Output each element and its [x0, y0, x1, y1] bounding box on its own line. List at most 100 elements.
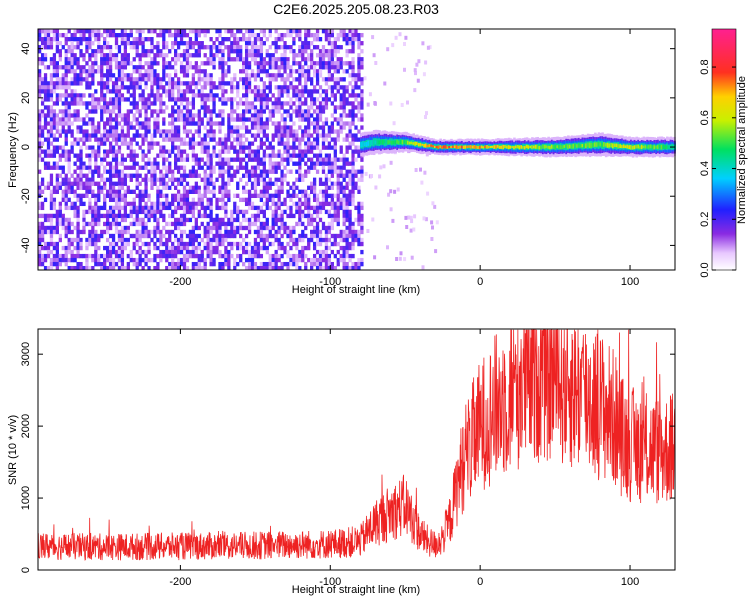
spectrogram-noise-cell: [153, 73, 157, 78]
spectrogram-speckle: [393, 189, 397, 194]
spectrogram-noise-cell: [126, 117, 130, 122]
spectrogram-noise-cell: [324, 49, 329, 54]
spectrogram-noise-cell: [321, 181, 326, 186]
spectrogram-noise-cell: [174, 221, 178, 227]
spectrogram-noise-cell: [327, 77, 332, 82]
spectrogram-noise-cell: [120, 225, 125, 231]
spectrogram-noise-cell: [348, 73, 352, 78]
spectrogram-noise-cell: [141, 133, 145, 138]
spectrogram-noise-cell: [318, 253, 323, 259]
spectrogram-noise-cell: [333, 241, 337, 247]
spectrogram-noise-cell: [114, 53, 119, 58]
spectrogram-signal-cell: [378, 140, 381, 145]
spectrogram-noise-cell: [38, 149, 42, 154]
spectrogram-noise-cell: [221, 121, 225, 126]
spectrogram-noise-cell: [197, 53, 201, 58]
spectrogram-speckle: [417, 59, 421, 64]
spectrogram-noise-cell: [233, 145, 237, 150]
spectrogram-noise-cell: [209, 181, 213, 186]
spectrogram-noise-cell: [348, 81, 352, 86]
spectrogram-noise-cell: [138, 81, 142, 86]
spectrogram-noise-cell: [156, 109, 160, 114]
spectrogram-noise-cell: [345, 145, 349, 150]
spectrogram-noise-cell: [351, 181, 355, 186]
spectrogram-noise-cell: [120, 137, 125, 142]
spectrogram-noise-cell: [94, 213, 98, 219]
spectrogram-noise-cell: [333, 61, 337, 66]
spectrogram-noise-cell: [156, 81, 160, 86]
spectrogram-signal-cell: [372, 140, 376, 145]
spectrogram-noise-cell: [304, 133, 308, 138]
spectrogram-noise-cell: [97, 181, 101, 186]
spectrogram-speckle: [416, 78, 420, 83]
spectrogram-noise-cell: [244, 217, 249, 223]
spectrogram-noise-cell: [40, 149, 45, 154]
spectrogram-noise-cell: [55, 189, 59, 194]
spectrogram-noise-cell: [244, 209, 249, 215]
spectrogram-noise-cell: [286, 261, 290, 267]
spectrogram-noise-cell: [259, 125, 264, 130]
spectrogram-noise-cell: [135, 109, 139, 114]
spectrogram-noise-cell: [206, 77, 210, 82]
spectrogram-noise-cell: [150, 165, 154, 170]
spectrogram-noise-cell: [333, 105, 337, 110]
spectrogram-noise-cell: [120, 193, 125, 198]
spectrogram-noise-cell: [165, 245, 169, 251]
spectrogram-noise-cell: [88, 145, 92, 150]
spectrogram-noise-cell: [274, 29, 278, 34]
spectrogram-noise-cell: [43, 29, 48, 34]
spectrogram-noise-cell: [265, 193, 269, 198]
spectrogram-noise-cell: [315, 89, 320, 94]
spectrogram-noise-cell: [153, 81, 157, 86]
spectrogram-noise-cell: [212, 137, 216, 142]
spectrogram-noise-cell: [244, 101, 249, 106]
spectrogram-noise-cell: [292, 257, 296, 263]
spectrogram-noise-cell: [203, 125, 207, 130]
spectrogram-noise-cell: [106, 149, 110, 154]
spectrogram-noise-cell: [111, 53, 116, 58]
spectrogram-noise-cell: [147, 129, 151, 134]
spectrogram-noise-cell: [120, 61, 125, 66]
spectrogram-noise-cell: [277, 109, 281, 114]
spectrogram-noise-cell: [126, 141, 130, 146]
spectrogram-noise-cell: [242, 77, 246, 82]
spectrogram-noise-cell: [218, 161, 222, 166]
spectrogram-noise-cell: [46, 29, 51, 34]
spectrogram-noise-cell: [233, 97, 237, 102]
spectrogram-noise-cell: [345, 85, 349, 90]
spectrogram-noise-cell: [117, 45, 122, 50]
spectrogram-noise-cell: [247, 169, 252, 174]
spectrogram-noise-cell: [209, 133, 213, 138]
spectrogram-noise-cell: [239, 165, 243, 170]
spectrogram-noise-cell: [307, 245, 311, 251]
spectrogram-noise-cell: [182, 213, 187, 219]
spectrogram-noise-cell: [188, 41, 193, 46]
spectrogram-noise-cell: [191, 253, 196, 259]
spectrogram-noise-cell: [224, 169, 228, 174]
spectrogram-noise-cell: [67, 117, 71, 122]
spectrogram-noise-cell: [73, 245, 77, 251]
spectrogram-noise-cell: [97, 81, 101, 86]
spectrogram-noise-cell: [150, 109, 154, 114]
spectrogram-noise-cell: [212, 153, 216, 158]
spectrogram-noise-cell: [274, 221, 278, 227]
spectrogram-noise-cell: [236, 129, 240, 134]
spectrogram-noise-cell: [221, 97, 225, 102]
spectrogram-noise-cell: [129, 249, 133, 255]
spectrogram-noise-cell: [135, 37, 139, 42]
spectrogram-signal-cell: [525, 144, 529, 149]
spectrogram-noise-cell: [156, 153, 160, 158]
spectrogram-noise-cell: [46, 265, 51, 271]
spectrogram-noise-cell: [179, 97, 184, 102]
spectrogram-noise-cell: [141, 249, 145, 255]
spectrogram-noise-cell: [277, 129, 281, 134]
spectrogram-noise-cell: [168, 49, 172, 54]
spectrogram-noise-cell: [357, 217, 361, 223]
spectrogram-noise-cell: [168, 89, 172, 94]
spectrogram-noise-cell: [206, 81, 210, 86]
spectrogram-noise-cell: [123, 193, 128, 198]
spectrogram-noise-cell: [274, 189, 278, 194]
spectrogram-noise-cell: [108, 265, 113, 271]
spectrogram-noise-cell: [283, 89, 287, 94]
spectrogram-noise-cell: [315, 33, 320, 38]
